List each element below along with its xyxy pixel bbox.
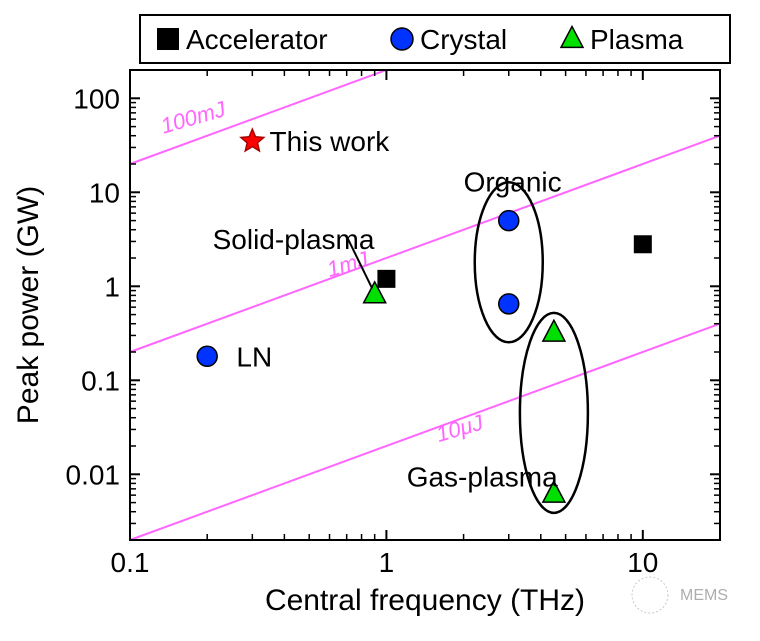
x-tick-label: 10: [627, 547, 658, 578]
annotation-label: Organic: [464, 167, 562, 198]
legend-label: Crystal: [420, 24, 507, 55]
y-tick-label: 1: [104, 271, 120, 302]
watermark-text: MEMS: [680, 587, 728, 604]
legend-label: Accelerator: [186, 24, 328, 55]
annotation-label: Solid-plasma: [213, 224, 375, 255]
x-tick-label: 1: [379, 547, 395, 578]
point-crystal: [197, 346, 217, 366]
annotation-label: LN: [236, 341, 272, 372]
point-crystal: [499, 294, 519, 314]
legend-label: Plasma: [590, 24, 684, 55]
point-accelerator: [634, 235, 652, 253]
scatter-chart: 100mJ1mJ10μJ0.11100.010.1110100Central f…: [0, 0, 760, 641]
annotation-label: Gas-plasma: [407, 461, 558, 492]
y-tick-label: 10: [89, 177, 120, 208]
y-tick-label: 0.1: [81, 365, 120, 396]
x-tick-label: 0.1: [111, 547, 150, 578]
y-tick-label: 100: [73, 83, 120, 114]
x-axis-label: Central frequency (THz): [265, 584, 585, 617]
chart-container: 100mJ1mJ10μJ0.11100.010.1110100Central f…: [0, 0, 760, 641]
annotation-label: This work: [270, 126, 391, 157]
y-axis-label: Peak power (GW): [12, 186, 45, 424]
point-accelerator: [377, 270, 395, 288]
y-tick-label: 0.01: [66, 459, 121, 490]
point-crystal: [499, 211, 519, 231]
